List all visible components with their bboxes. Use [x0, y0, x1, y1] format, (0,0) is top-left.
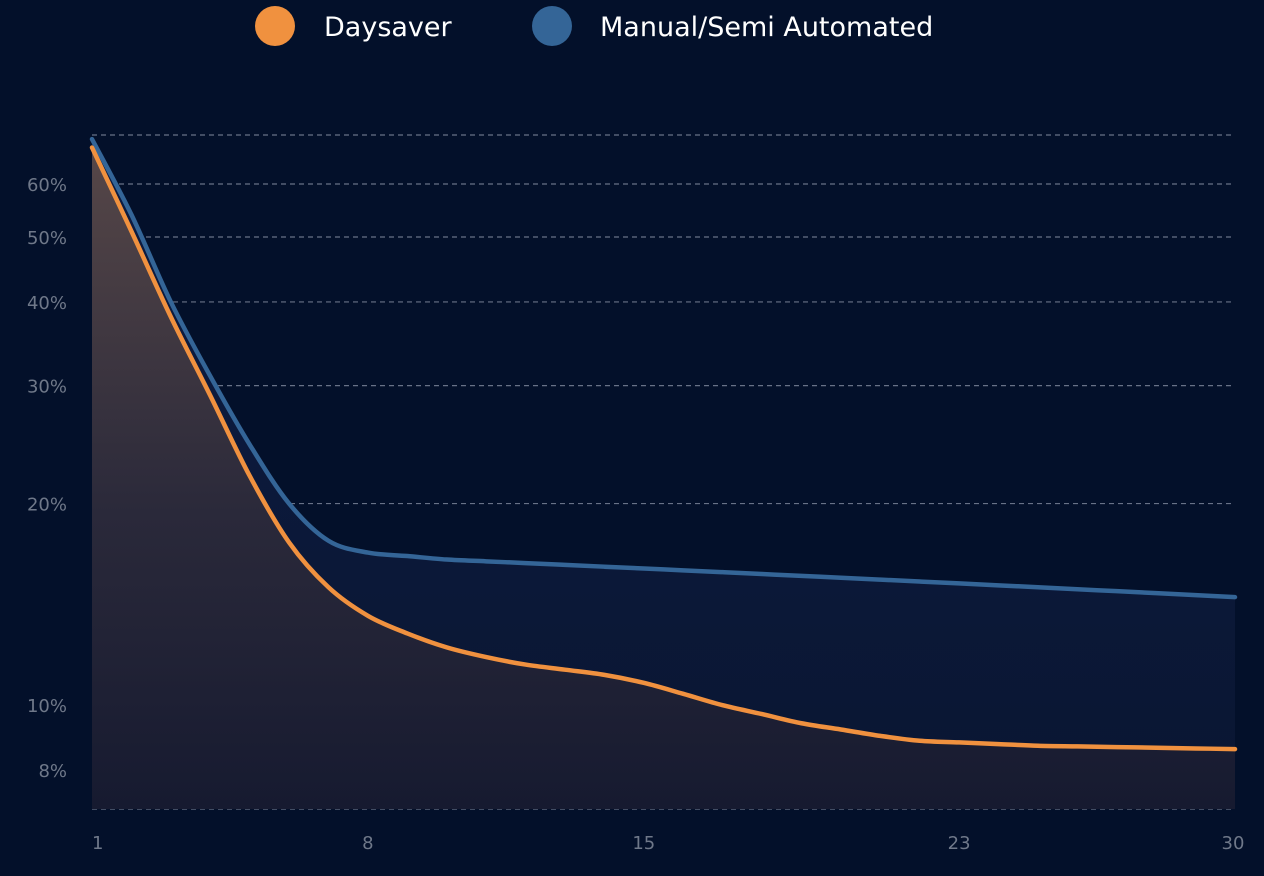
series-line-daysaver — [89, 145, 1238, 752]
y-tick-label: 40% — [27, 293, 67, 314]
y-tick-label: 20% — [27, 495, 67, 516]
legend: Daysaver Manual/Semi Automated — [255, 6, 933, 46]
y-axis-ticks: 8% 10% 20% 30% 40% 50% 60% — [27, 175, 67, 782]
series-lines — [89, 136, 1238, 752]
y-tick-label: 8% — [38, 761, 67, 782]
area-daysaver — [92, 147, 1235, 809]
x-tick-label: 8 — [362, 833, 373, 854]
y-tick-label: 30% — [27, 377, 67, 398]
legend-swatch-daysaver — [255, 6, 295, 46]
y-tick-label: 10% — [27, 696, 67, 717]
series-line-manual — [89, 136, 1238, 600]
legend-swatch-manual — [532, 6, 572, 46]
y-tick-label: 50% — [27, 228, 67, 249]
area-fills — [92, 139, 1235, 809]
x-tick-label: 15 — [632, 833, 655, 854]
x-axis-ticks: 1 8 15 23 30 — [92, 833, 1244, 854]
y-tick-label: 60% — [27, 175, 67, 196]
x-tick-label: 23 — [948, 833, 971, 854]
x-tick-label: 1 — [92, 833, 103, 854]
legend-label-manual: Manual/Semi Automated — [600, 12, 933, 43]
legend-label-daysaver: Daysaver — [324, 12, 453, 43]
x-tick-label: 30 — [1222, 833, 1245, 854]
